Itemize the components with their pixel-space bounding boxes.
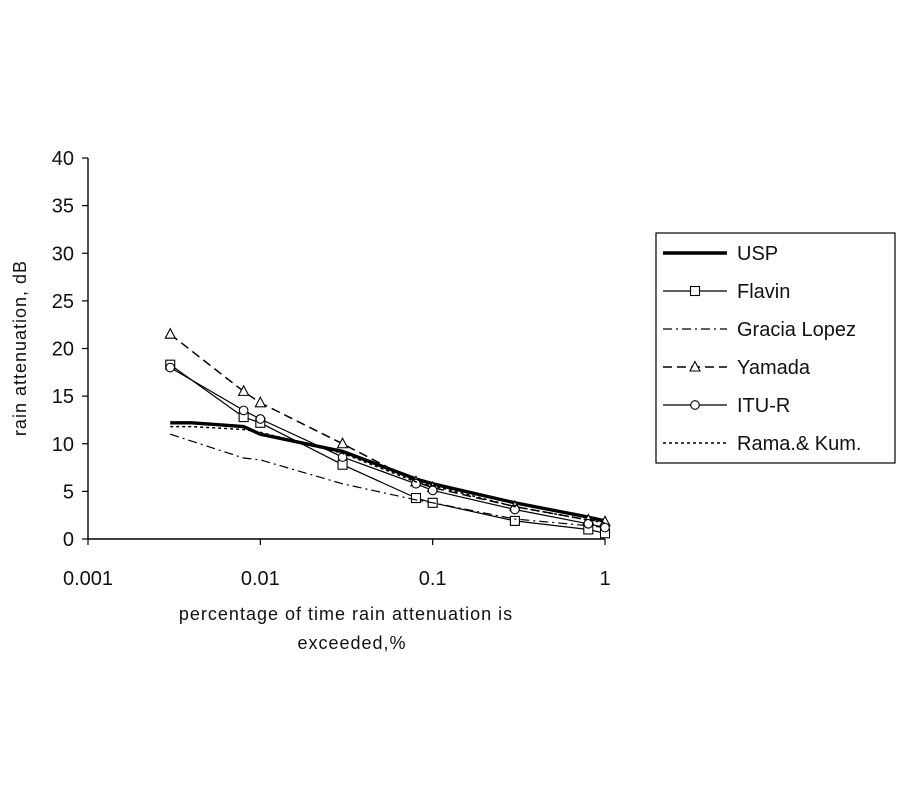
series-itu-r	[165, 362, 610, 533]
y-tick-label: 5	[63, 481, 74, 503]
legend-items: USP Flavin Gracia Lopez Yamada ITU-R Rama.& K…	[663, 243, 861, 455]
data-point-yamada	[254, 396, 267, 408]
y-tick-label: 35	[52, 196, 74, 218]
y-tick-label: 25	[52, 291, 74, 313]
series-layer	[164, 327, 611, 539]
y-tick-label: 30	[52, 243, 74, 265]
legend-label-itu-r: ITU-R	[737, 395, 790, 417]
data-point-yamada	[237, 384, 250, 396]
series-usp	[170, 421, 606, 523]
legend: USP Flavin Gracia Lopez Yamada ITU-R Rama.& K…	[655, 232, 896, 464]
legend-label-yamada: Yamada	[737, 357, 811, 379]
data-point-itu-r	[600, 522, 610, 533]
legend-label-flavin: Flavin	[737, 281, 790, 303]
y-ticks: 0 5 10 15 20 25 30 35 40	[52, 148, 88, 551]
series-gracia-lopez	[170, 433, 606, 529]
data-point-flavin	[509, 515, 520, 526]
data-point-itu-r	[411, 478, 421, 489]
legend-label-rama-kum: Rama.& Kum.	[737, 433, 861, 455]
x-ticks: 0.001 0.01 0.1 1	[63, 539, 611, 590]
y-tick-label: 40	[52, 148, 74, 170]
x-tick-label: 0.1	[419, 568, 447, 590]
data-point-itu-r	[255, 414, 266, 424]
y-tick-label: 10	[52, 434, 74, 456]
data-point-yamada	[164, 327, 177, 339]
data-point-flavin	[410, 492, 422, 504]
y-tick-label: 20	[52, 339, 74, 361]
y-tick-label: 0	[63, 529, 74, 551]
data-point-itu-r	[165, 362, 176, 373]
data-point-itu-r	[427, 485, 438, 496]
y-tick-label: 15	[52, 386, 74, 408]
data-point-yamada	[336, 437, 349, 449]
x-axis-label-line2: exceeded,%	[297, 633, 406, 653]
legend-marker-itu-r	[690, 400, 700, 410]
legend-label-gracia-lopez: Gracia Lopez	[737, 319, 856, 341]
legend-marker-yamada	[689, 360, 701, 372]
series-line-usp	[170, 421, 606, 523]
legend-marker-flavin	[689, 285, 701, 297]
legend-label-usp: USP	[737, 243, 778, 265]
series-line-itu-r	[169, 366, 606, 529]
x-tick-label: 0.001	[63, 568, 113, 590]
y-axis-label: rain attenuation, dB	[10, 260, 30, 436]
data-point-itu-r	[238, 405, 249, 416]
x-tick-label: 1	[599, 568, 610, 590]
legend-box	[655, 232, 896, 464]
series-line-yamada	[169, 333, 606, 523]
x-axis-label-line1: percentage of time rain attenuation is	[179, 604, 513, 624]
data-point-itu-r	[583, 518, 594, 529]
series-line-gracia-lopez	[170, 433, 606, 529]
x-tick-label: 0.01	[241, 568, 280, 590]
data-point-itu-r	[510, 504, 520, 515]
axes: 0 5 10 15 20 25 30 35 40 0.001 0.01 0.1 1	[52, 148, 611, 590]
